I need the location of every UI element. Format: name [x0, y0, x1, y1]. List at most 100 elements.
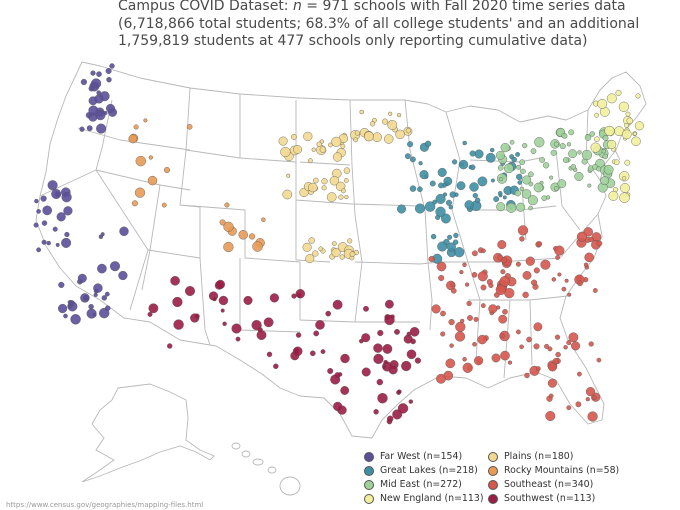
- school-dot: [340, 353, 350, 364]
- school-dot: [292, 346, 303, 357]
- legend-label: Plains (n=180): [504, 451, 574, 462]
- school-dot: [440, 213, 451, 224]
- legend-label: Southeast (n=340): [504, 479, 594, 490]
- school-dot: [353, 137, 358, 143]
- school-dot: [414, 357, 422, 364]
- school-dot: [41, 220, 48, 226]
- school-dot: [469, 182, 479, 192]
- school-dot: [522, 291, 529, 299]
- school-dot: [133, 124, 139, 130]
- school-dot: [568, 149, 577, 159]
- legend-label: Far West (n=154): [380, 451, 463, 462]
- school-dot: [222, 321, 227, 326]
- title-line-2: (6,718,866 total students; 68.3% of all …: [118, 15, 640, 32]
- school-dot: [547, 378, 557, 388]
- school-dot: [382, 118, 389, 125]
- school-dot: [446, 242, 456, 252]
- school-dot: [302, 242, 312, 252]
- school-dot: [504, 163, 514, 174]
- school-dot: [88, 105, 99, 116]
- school-dot: [596, 166, 602, 172]
- school-dot: [554, 334, 561, 340]
- legend-item: Great Lakes (n=218): [364, 464, 478, 477]
- school-dot: [148, 155, 153, 160]
- school-dot: [584, 252, 595, 263]
- school-dot: [577, 150, 582, 155]
- school-dot: [474, 149, 484, 159]
- school-dot: [456, 181, 466, 191]
- school-dot: [415, 203, 426, 214]
- school-dot: [295, 332, 302, 338]
- school-dot: [587, 411, 598, 422]
- school-dot: [498, 177, 503, 182]
- school-dot: [261, 217, 266, 222]
- school-dot: [497, 164, 504, 171]
- school-dot: [574, 171, 584, 181]
- legend-swatch: [488, 493, 498, 504]
- school-dot: [485, 152, 496, 163]
- school-dot: [462, 357, 467, 362]
- school-dot: [495, 150, 505, 160]
- school-dot: [405, 128, 412, 134]
- school-dot: [563, 345, 568, 350]
- school-dot: [548, 393, 554, 399]
- school-dot: [316, 141, 322, 147]
- school-dot: [303, 131, 313, 142]
- school-dot: [321, 185, 327, 191]
- school-dot: [305, 254, 315, 264]
- school-dot: [77, 273, 87, 283]
- school-dot: [147, 311, 153, 317]
- legend-label: Mid East (n=272): [380, 479, 462, 490]
- school-dot: [525, 256, 535, 266]
- school-dot: [600, 176, 610, 186]
- school-dot: [41, 239, 47, 245]
- school-dot: [533, 343, 540, 350]
- school-dot: [454, 331, 466, 342]
- school-dot: [51, 188, 62, 199]
- school-dot: [539, 156, 545, 163]
- school-dot: [57, 303, 68, 314]
- school-dot: [554, 245, 565, 256]
- school-dot: [339, 254, 345, 260]
- school-dot: [594, 136, 600, 142]
- school-dot: [134, 187, 146, 198]
- school-dot: [440, 310, 446, 317]
- school-dot: [526, 336, 532, 343]
- school-dot: [341, 188, 346, 194]
- school-dot: [497, 190, 503, 196]
- school-dot: [500, 350, 510, 361]
- school-dot: [621, 176, 627, 181]
- school-dot: [425, 140, 432, 147]
- school-dot: [557, 179, 567, 189]
- legend-item: Rocky Mountains (n=58): [488, 464, 619, 477]
- school-dot: [340, 386, 350, 395]
- school-dot: [328, 142, 333, 148]
- school-dot: [349, 251, 356, 257]
- school-dot: [541, 195, 548, 201]
- school-dot: [635, 93, 641, 99]
- school-dot: [448, 204, 453, 210]
- school-dot: [551, 277, 556, 282]
- school-dot: [387, 120, 398, 130]
- school-dot: [90, 78, 102, 89]
- school-dot: [118, 270, 128, 281]
- school-dot: [575, 401, 582, 408]
- school-dot: [477, 334, 487, 345]
- school-dot: [70, 314, 81, 325]
- school-dot: [218, 295, 229, 306]
- school-markers: [33, 63, 644, 425]
- school-dot: [170, 275, 180, 286]
- school-dot: [524, 372, 530, 379]
- school-dot: [540, 259, 551, 270]
- legend-label: New England (n=113): [380, 493, 484, 504]
- school-dot: [577, 371, 582, 377]
- school-dot: [563, 157, 569, 164]
- school-dot: [58, 281, 65, 289]
- school-dot: [388, 111, 393, 116]
- school-dot: [437, 167, 447, 177]
- school-dot: [361, 333, 371, 343]
- school-dot: [633, 131, 638, 136]
- school-dot: [173, 319, 184, 330]
- school-dot: [223, 241, 234, 253]
- school-dot: [507, 360, 513, 365]
